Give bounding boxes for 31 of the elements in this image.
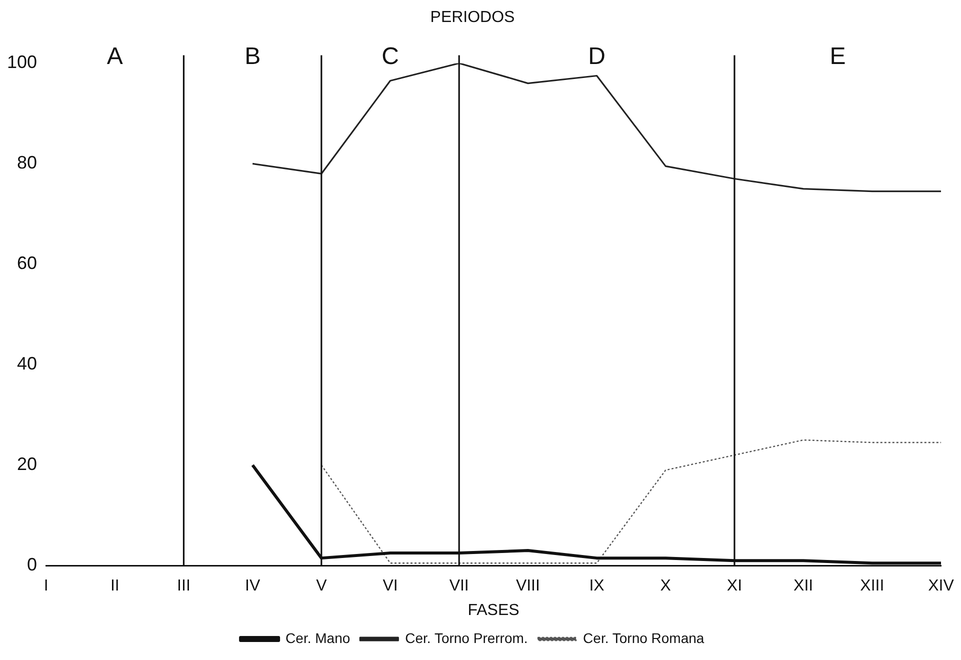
- y-tick-label: 20: [17, 454, 38, 474]
- x-tick-label: II: [110, 578, 120, 595]
- line-series: [320, 439, 942, 564]
- annotation: E: [830, 42, 846, 70]
- x-tick-label: V: [316, 578, 328, 595]
- x-tick-label: III: [177, 578, 190, 595]
- x-tick-label: VIII: [516, 578, 540, 595]
- x-axis-title: FASES: [468, 602, 520, 619]
- annotation: A: [106, 42, 123, 70]
- x-tick-label: X: [660, 578, 672, 595]
- y-tick-label: 60: [17, 253, 38, 274]
- legend-label: Cer. Torno Romana: [583, 630, 704, 646]
- chart-title: PERIODOS: [430, 9, 515, 26]
- x-tick-label: I: [44, 578, 48, 595]
- y-tick-label: 80: [17, 152, 38, 173]
- annotation: C: [382, 42, 399, 70]
- x-tick-label: IX: [589, 578, 605, 595]
- x-tick-label: XI: [726, 578, 742, 595]
- annotation: D: [588, 42, 606, 70]
- x-tick-label: IV: [245, 578, 260, 595]
- legend-label: Cer. Torno Prerrom.: [405, 630, 528, 646]
- x-tick-label: XIII: [860, 578, 884, 595]
- y-tick-label: 40: [17, 354, 38, 374]
- legend-label: Cer. Mano: [286, 630, 350, 646]
- x-tick-label: VII: [449, 578, 469, 595]
- y-tick-label: 100: [6, 52, 38, 72]
- x-tick-label: XIV: [928, 578, 954, 595]
- x-tick-label: XII: [794, 578, 814, 595]
- annotation: B: [244, 42, 261, 70]
- x-tick-label: VI: [382, 578, 398, 595]
- y-tick-label: 0: [27, 554, 38, 575]
